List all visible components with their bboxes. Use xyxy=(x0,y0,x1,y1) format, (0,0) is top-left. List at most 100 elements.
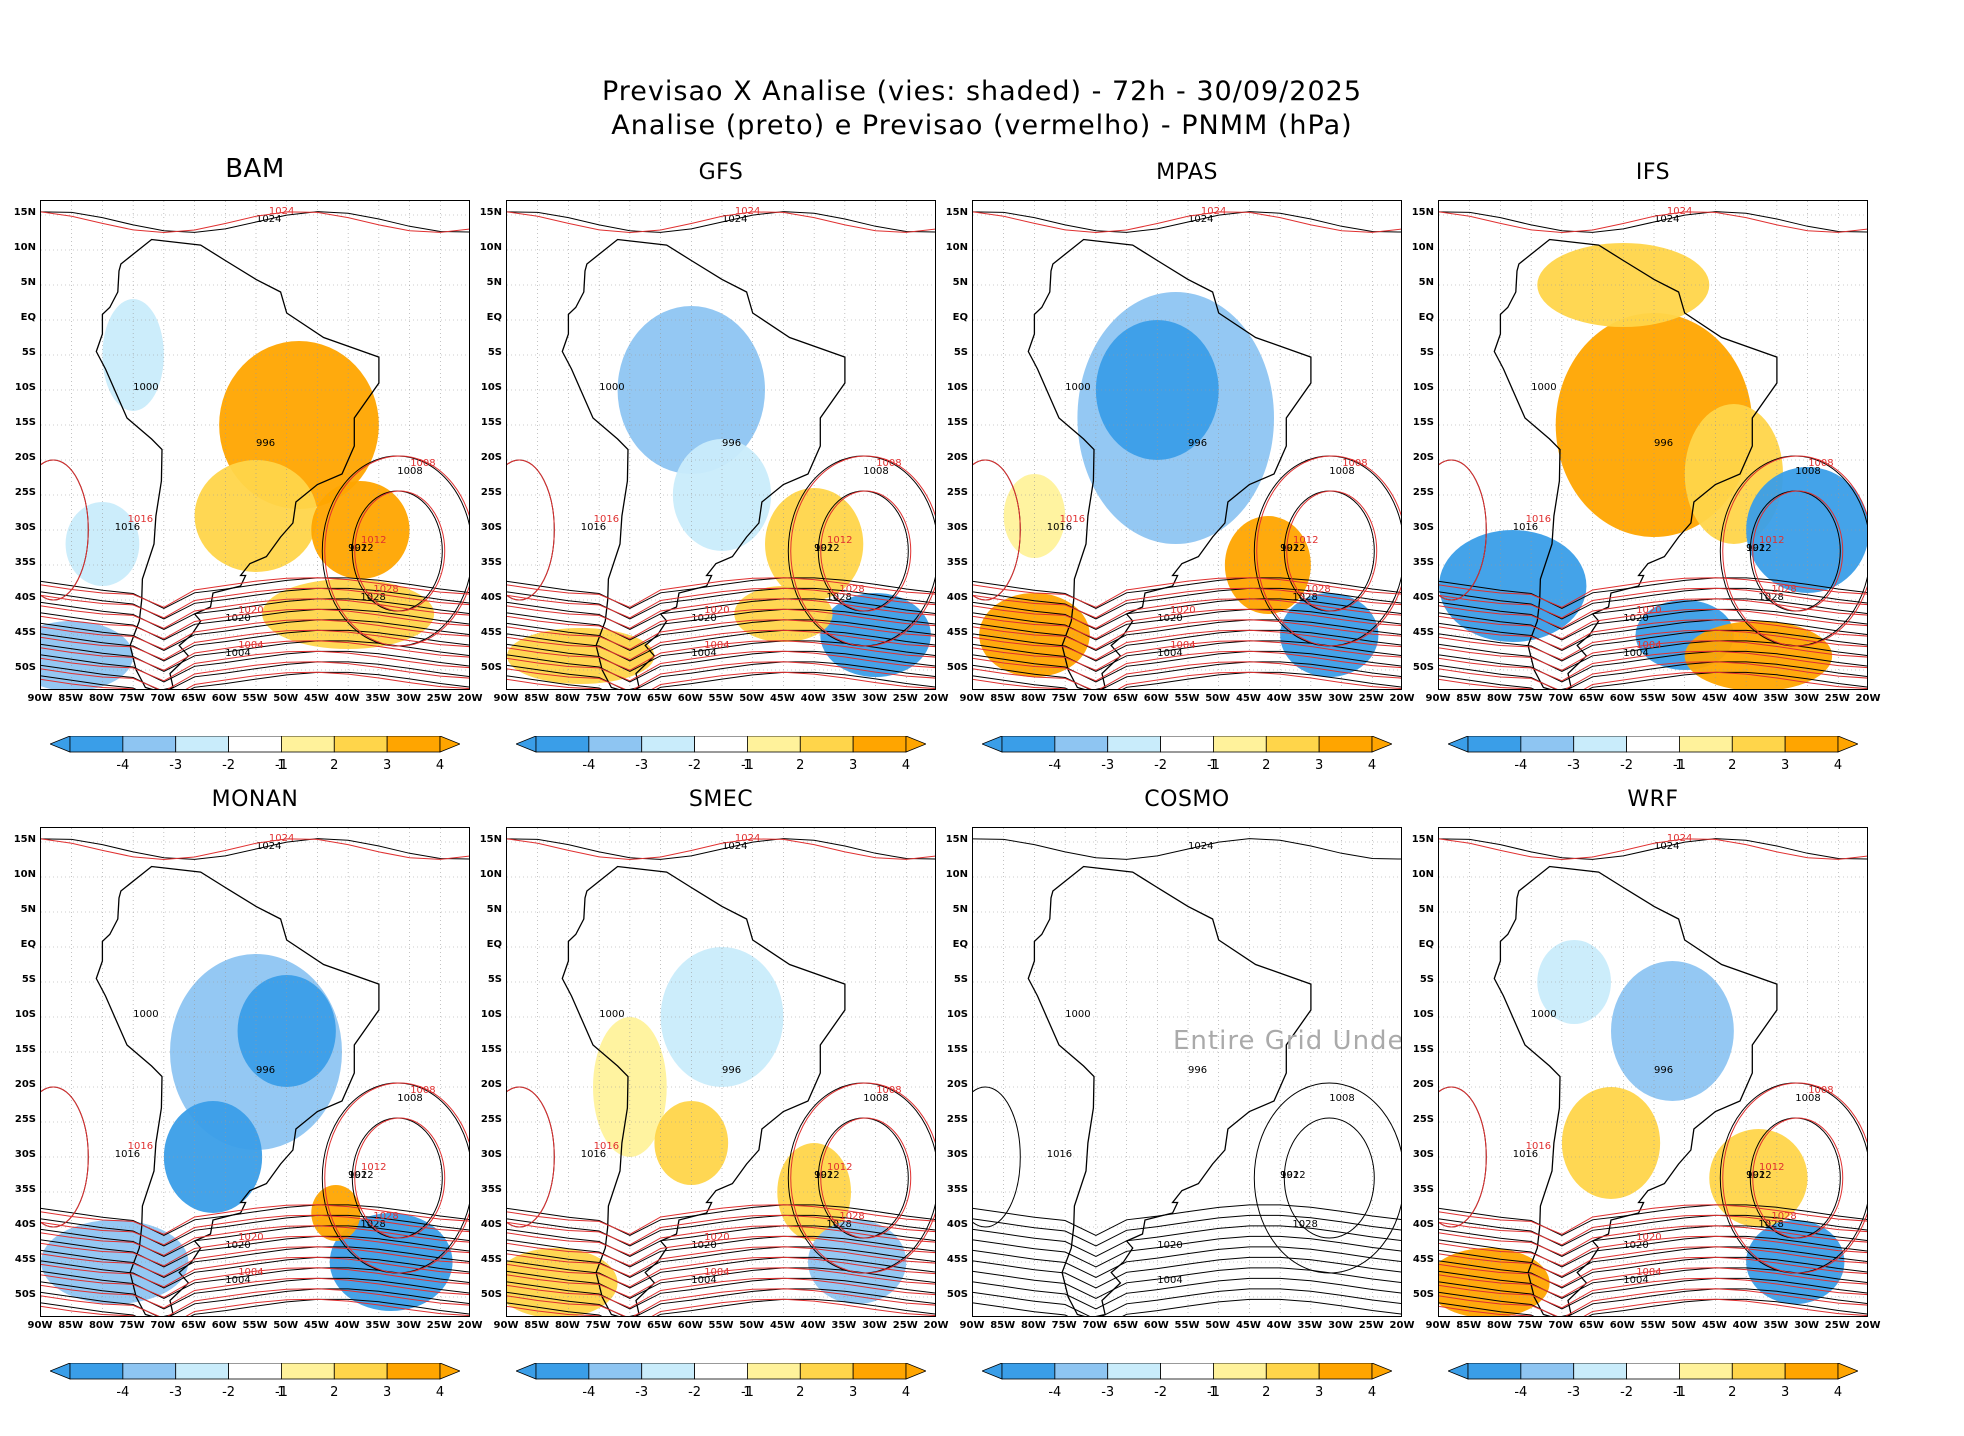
contour-label: 1008 xyxy=(397,466,422,477)
lon-tick-label: 45W xyxy=(303,693,329,704)
panel-monan: MONAN 15N 10N 5N EQ 5S 10S 15S 20S 25S 30S 35S 40S 45… xyxy=(0,777,490,1417)
colorbar: -4 -3 -2 -1 1 2 3 4 xyxy=(48,735,462,776)
lat-tick-label: 35S xyxy=(480,557,502,568)
lat-tick-label: 5S xyxy=(953,347,968,358)
lat-tick-label: 5N xyxy=(486,904,502,915)
contour-label: 992 xyxy=(1746,543,1765,554)
colorbar-swatch xyxy=(747,1362,801,1380)
colorbar-label: -3 xyxy=(1101,1385,1115,1400)
lat-tick-label: 20S xyxy=(480,452,502,463)
lon-tick-label: 70W xyxy=(150,693,176,704)
contour-label: 1004 xyxy=(225,648,250,659)
contour-label: 1028 xyxy=(1292,1219,1317,1230)
colorbar-swatch xyxy=(122,735,177,753)
lon-tick-label: 30W xyxy=(862,693,888,704)
south-america-coastline xyxy=(1493,238,1778,689)
lat-tick-label: 45S xyxy=(480,627,502,638)
contour-label: 1020 xyxy=(704,1232,729,1243)
lat-tick-label: 30S xyxy=(946,522,968,533)
lat-tick-label: 15S xyxy=(1412,1044,1434,1055)
contour-label: 1020 xyxy=(1157,1240,1182,1251)
colorbar: -4 -3 -2 -1 1 2 3 4 xyxy=(1446,1362,1860,1403)
lat-tick-label: EQ xyxy=(486,312,502,323)
contour-label: 1016 xyxy=(128,1141,153,1152)
lat-tick-label: 35S xyxy=(946,1184,968,1195)
lat-tick-label: 40S xyxy=(946,1219,968,1230)
colorbar-label: -1 xyxy=(274,1385,288,1400)
map-area: 1012 1016 1020 1024 1028 1008 1004 1000 996 992 10… xyxy=(40,827,470,1317)
contour-label: 1008 xyxy=(1795,1093,1820,1104)
lon-tick-label: 45W xyxy=(303,1320,329,1331)
contour-label: 1012 xyxy=(1280,543,1305,554)
contour-label: 1024 xyxy=(1201,206,1226,217)
colorbar-arrow-right xyxy=(905,735,928,753)
colorbar-label: 4 xyxy=(1367,758,1377,773)
colorbar-label: 2 xyxy=(1262,758,1271,773)
lon-tick-label: 25W xyxy=(1358,693,1384,704)
lat-tick-label: 5N xyxy=(952,277,968,288)
lon-tick-label: 35W xyxy=(1297,693,1323,704)
lat-tick-label: 30S xyxy=(14,1149,36,1160)
lat-tick-label: 25S xyxy=(14,487,36,498)
contour-label: 1000 xyxy=(1531,1009,1556,1020)
lon-tick-label: 20W xyxy=(457,1320,483,1331)
lon-tick-label: 90W xyxy=(493,693,519,704)
colorbar-label: -4 xyxy=(582,758,596,773)
colorbar-swatch xyxy=(588,735,643,753)
lon-tick-label: 60W xyxy=(677,693,703,704)
lon-tick-label: 25W xyxy=(1358,1320,1384,1331)
colorbar-swatch xyxy=(1573,735,1627,753)
contour-label: 996 xyxy=(1188,1065,1207,1076)
contour-label: 1004 xyxy=(238,640,263,651)
colorbar-label: -2 xyxy=(688,1385,702,1400)
contour-label: 1028 xyxy=(1758,592,1783,603)
lon-tick-label: 20W xyxy=(923,1320,949,1331)
colorbar-swatch xyxy=(641,735,695,753)
lat-tick-label: 10N xyxy=(1411,869,1434,880)
colorbar-label: 1 xyxy=(1675,758,1684,773)
isobars: 1012101610201024102810081004100099699210… xyxy=(41,833,469,1316)
colorbar-label: -4 xyxy=(1048,1385,1062,1400)
lat-tick-label: 25S xyxy=(480,487,502,498)
lon-tick-label: 20W xyxy=(1389,1320,1415,1331)
lat-tick-label: 50S xyxy=(946,1289,968,1300)
lon-tick-label: 40W xyxy=(800,1320,826,1331)
map-area: 1012 1016 1020 1024 1028 1008 1004 1000 996 992 10… xyxy=(1438,200,1868,690)
lon-tick-label: 75W xyxy=(119,693,145,704)
lat-tick-label: 20S xyxy=(14,452,36,463)
lat-tick-label: 15S xyxy=(1412,417,1434,428)
contour-label: 1012 xyxy=(1293,535,1318,546)
colorbar-swatch xyxy=(1784,735,1839,753)
lat-tick-label: 25S xyxy=(480,1114,502,1125)
lon-tick-label: 30W xyxy=(1328,1320,1354,1331)
contour-label: 1016 xyxy=(594,1141,619,1152)
lat-tick-label: 5S xyxy=(953,974,968,985)
lon-tick-label: 85W xyxy=(990,693,1016,704)
contour-label: 1012 xyxy=(1759,535,1784,546)
contour-label: 1016 xyxy=(1513,522,1538,533)
lat-tick-label: 35S xyxy=(946,557,968,568)
contour-label: 1020 xyxy=(225,613,250,624)
colorbar-arrow-left xyxy=(48,735,71,753)
colorbar-label: -1 xyxy=(1206,1385,1220,1400)
lon-tick-label: 45W xyxy=(1701,1320,1727,1331)
colorbar-arrow-right xyxy=(1371,1362,1394,1380)
contour-label: 1020 xyxy=(238,605,263,616)
map-svg: 1012 1016 1020 1024 1028 1008 1004 1000 996 992 xyxy=(973,828,1401,1316)
colorbar-label: 3 xyxy=(1781,1385,1790,1400)
contour-label: 1024 xyxy=(735,206,760,217)
panel-title: MPAS xyxy=(1156,160,1218,185)
lat-tick-label: EQ xyxy=(1418,939,1434,950)
contour-label: 1000 xyxy=(1065,382,1090,393)
lon-tick-label: 40W xyxy=(334,693,360,704)
contour-label: 1024 xyxy=(1667,833,1692,844)
lon-tick-label: 55W xyxy=(1174,1320,1200,1331)
lat-tick-label: 10N xyxy=(13,869,36,880)
colorbar-label: 2 xyxy=(1728,1385,1737,1400)
lon-tick-label: 85W xyxy=(58,693,84,704)
colorbar-swatch xyxy=(1679,1362,1733,1380)
colorbar-swatch xyxy=(1107,735,1161,753)
lat-tick-label: 5S xyxy=(1419,347,1434,358)
south-america-coastline xyxy=(95,865,380,1316)
lat-tick-label: 10N xyxy=(13,242,36,253)
